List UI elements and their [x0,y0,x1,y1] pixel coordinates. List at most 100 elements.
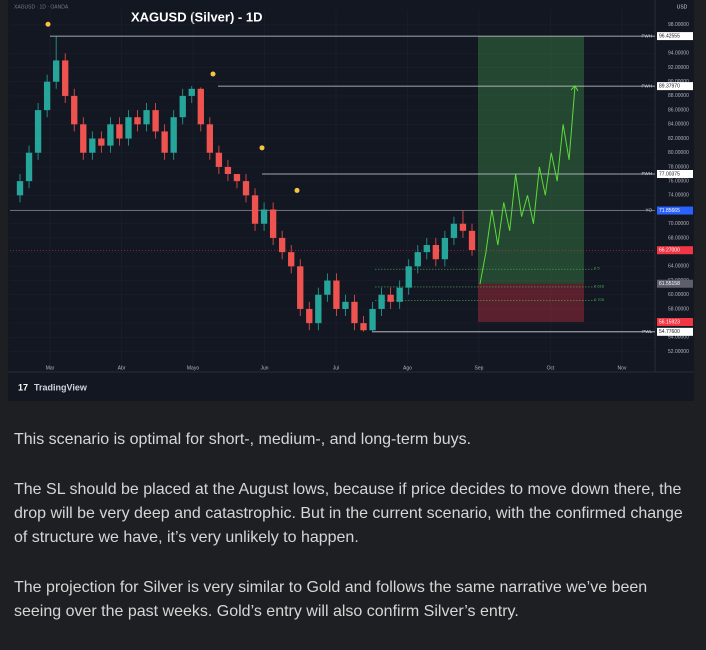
candle-body [459,223,467,231]
candle-body [52,60,60,82]
level-tag [657,82,693,91]
candle-body [197,88,204,125]
level-tag-label: 96.42555 [659,33,680,39]
entry-tag-label: 61.55158 [659,281,680,287]
x-tick-label: Nov [618,365,627,371]
stop-tag [657,318,693,327]
y-tick-label: 92.00000 [668,65,689,71]
x-tick-label: Jun [260,365,268,371]
y-tick-label: 94.00000 [668,51,689,57]
candle-body [107,124,114,146]
candle-body [71,95,78,125]
level-tag-label: 89.37970 [659,83,680,89]
current-tag-label: 66.27000 [659,248,680,254]
y-tick-label: 58.00000 [668,306,689,312]
candle-body [206,124,214,153]
level-tag [657,206,693,215]
y-tick-label: 80.00000 [668,150,689,156]
idea-marker [210,71,216,77]
level-tag-label: 77.00375 [659,171,680,177]
candle-body [224,166,232,175]
candle-body [297,266,304,309]
candle-body [269,209,277,238]
x-tick-label: Sep [475,365,484,371]
y-tick-label: 74.00000 [668,193,689,199]
candle-body [170,117,177,153]
level-tag-label: 71.85665 [659,208,680,214]
level-tag [657,169,693,178]
candle-body [134,117,141,125]
level-name: PWH [642,171,653,176]
currency: USD [677,4,688,10]
candle-body [378,294,385,309]
level-name: PWH [642,83,653,88]
candle-body [369,308,376,331]
level-tag [657,327,693,336]
current-tag [657,246,693,255]
paragraph: The SL should be placed at the August lo… [14,481,683,546]
candle-body [414,252,421,267]
candle-body [333,280,340,309]
plot: 52.0000054.0000056.0000058.0000060.00000… [10,10,693,371]
y-tick-label: 68.00000 [668,235,689,241]
x-tick-label: Mar [46,365,55,371]
x-tick-label: Ago [403,365,412,371]
y-tick-label: 78.00000 [668,164,689,170]
target-zone [478,36,584,284]
level-name: PWH [642,33,653,38]
fib-label: 0.705 [594,297,605,302]
candle-body [242,181,250,196]
symbol-line: XAGUSD · 1D · OANDA [14,4,69,10]
candle-body [324,280,331,295]
fib-label: 0.618 [594,283,605,288]
candle-body [152,110,159,132]
candle-body [161,131,168,153]
y-tick-label: 84.00000 [668,122,689,128]
candle-body [179,95,186,118]
idea-marker [259,145,265,151]
brand: TradingView [34,382,88,392]
y-tick-label: 98.00000 [668,22,689,28]
x-tick-label: Oct [547,365,555,371]
candle-body [34,110,42,153]
candle-body [360,323,367,331]
candle-body [116,124,123,139]
x-tick-label: Abr [118,365,126,371]
fib-label: 0.5 [594,266,600,271]
y-tick-label: 82.00000 [668,136,689,142]
x-tick-label: Mayo [187,365,199,371]
candle-body [468,230,476,250]
level-name: YO [645,208,652,213]
candle-body [98,138,105,146]
candle-body [351,301,358,324]
candle-body [387,294,394,302]
candle-body [80,124,87,153]
y-tick-label: 86.00000 [668,107,689,113]
candle-body [25,152,33,182]
y-tick-label: 54.00000 [668,335,689,341]
candle-body [441,237,449,260]
chart-background [8,0,694,401]
candle-body [215,152,223,167]
candle-body [233,174,241,182]
entry-tag [657,279,693,288]
y-tick-label: 90.00000 [668,79,689,85]
y-tick-label: 70.00000 [668,221,689,227]
candle-body [278,237,286,253]
post-body: This scenario is optimal for short-, med… [14,428,694,650]
y-tick-label: 76.00000 [668,178,689,184]
paragraph: The projection for Silver is very simila… [14,579,648,620]
candle-body [16,181,24,196]
candle-body [432,245,440,260]
projection-arrow [570,85,579,92]
stop-zone [478,283,584,323]
idea-marker [45,21,51,27]
candle-body [89,138,96,153]
level-tag [657,32,693,41]
candle-body [306,308,313,324]
candle-body [405,266,412,288]
projection-line [479,85,576,285]
candle-body [188,88,195,96]
candle-body [125,117,132,139]
